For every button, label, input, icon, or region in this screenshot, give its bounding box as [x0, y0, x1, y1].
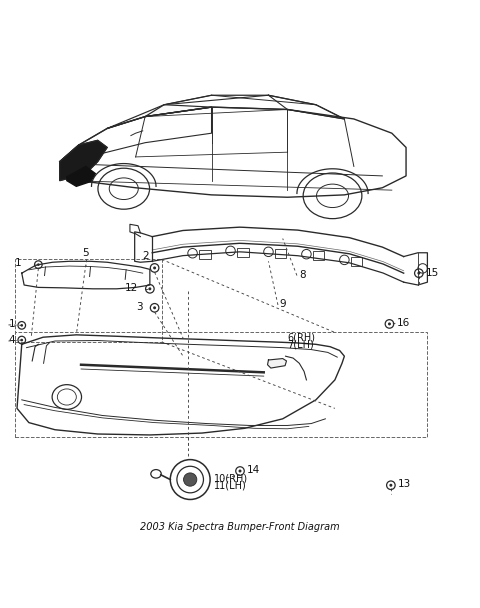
Text: 2: 2 — [142, 251, 148, 261]
Text: 14: 14 — [247, 465, 260, 475]
Circle shape — [21, 339, 23, 341]
Text: 4: 4 — [9, 335, 15, 345]
Circle shape — [21, 324, 23, 326]
Polygon shape — [107, 105, 212, 128]
Text: 11(LH): 11(LH) — [214, 480, 247, 490]
Circle shape — [153, 266, 156, 269]
Polygon shape — [67, 167, 96, 186]
Text: 7(LH): 7(LH) — [288, 339, 314, 350]
Circle shape — [37, 263, 40, 266]
Text: 15: 15 — [426, 268, 439, 278]
Text: 2003 Kia Spectra Bumper-Front Diagram: 2003 Kia Spectra Bumper-Front Diagram — [140, 522, 340, 532]
Circle shape — [389, 484, 392, 487]
Text: 10(RH): 10(RH) — [214, 474, 248, 483]
Text: 13: 13 — [398, 479, 411, 489]
Text: 1: 1 — [9, 319, 15, 329]
Text: 9: 9 — [279, 299, 286, 309]
Text: 3: 3 — [136, 302, 143, 313]
Circle shape — [153, 306, 156, 309]
Text: 1: 1 — [15, 258, 22, 268]
Circle shape — [183, 473, 197, 486]
Text: 5: 5 — [83, 248, 89, 258]
Circle shape — [418, 272, 420, 275]
Text: 12: 12 — [125, 283, 138, 293]
Polygon shape — [60, 140, 107, 181]
Circle shape — [239, 469, 241, 472]
Text: 8: 8 — [300, 269, 306, 280]
Text: 6(RH): 6(RH) — [288, 332, 315, 342]
Polygon shape — [267, 359, 287, 368]
Text: 16: 16 — [396, 318, 410, 328]
Circle shape — [148, 288, 151, 290]
Circle shape — [388, 322, 391, 325]
